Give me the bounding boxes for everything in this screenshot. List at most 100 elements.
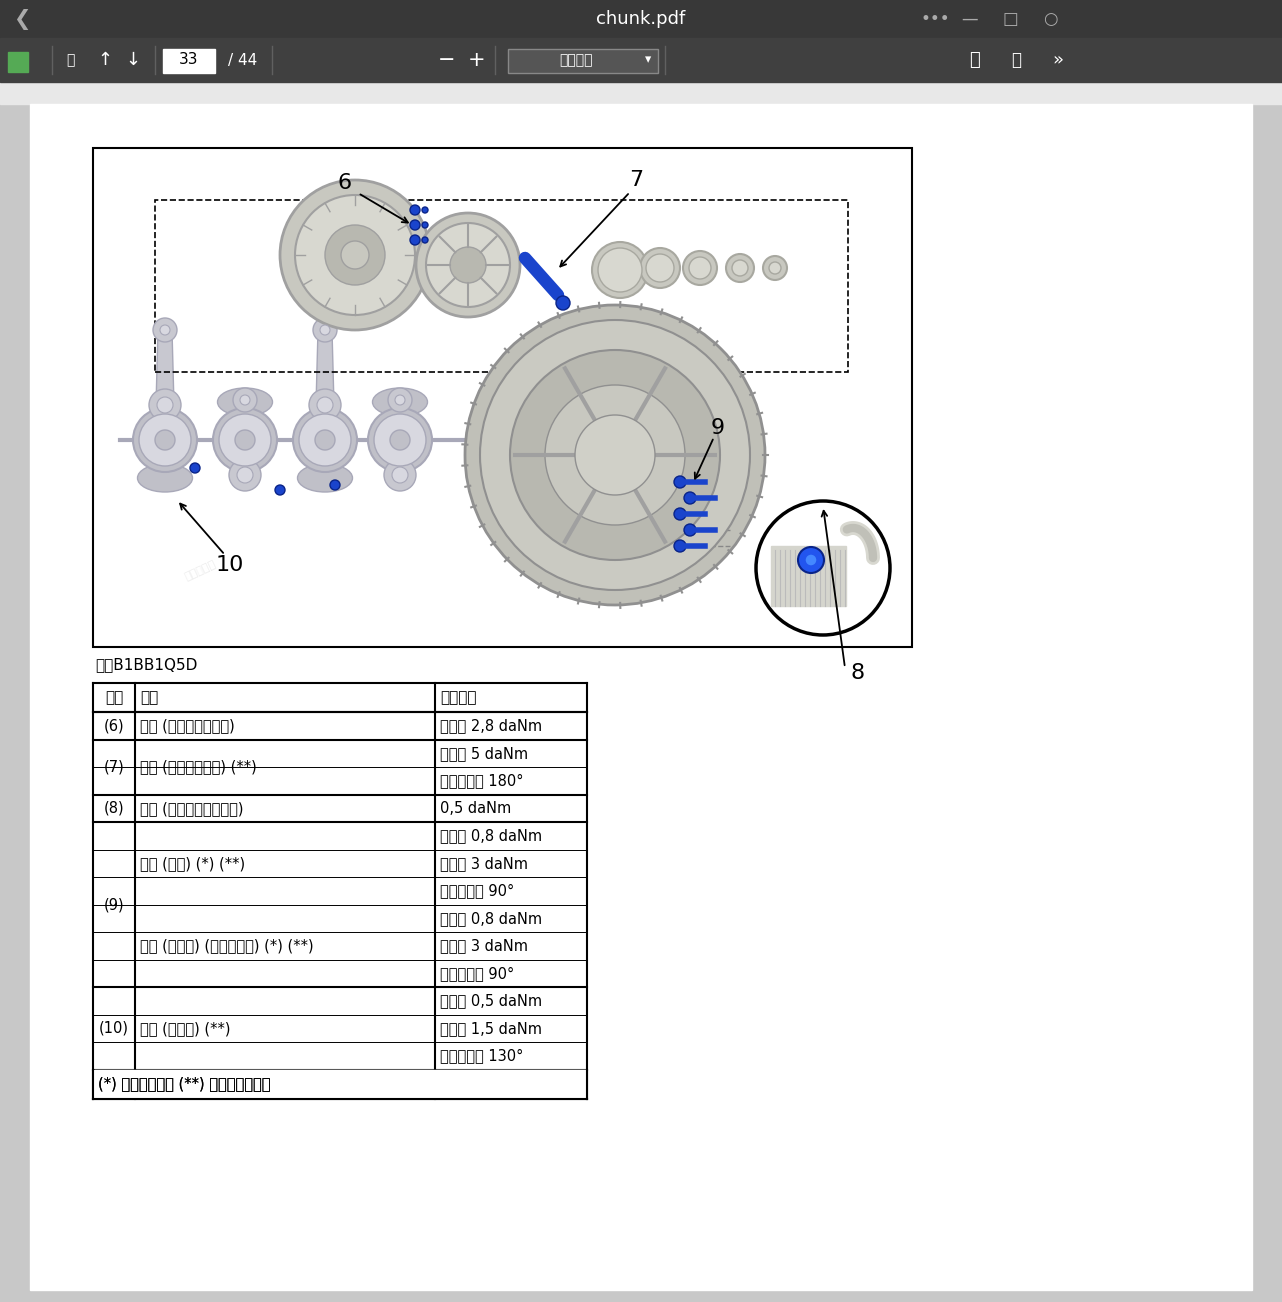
Circle shape (295, 195, 415, 315)
Circle shape (545, 385, 685, 525)
Circle shape (138, 414, 191, 466)
Circle shape (341, 241, 369, 270)
Text: 拧紧扈矩: 拧紧扈矩 (440, 690, 477, 704)
Circle shape (237, 467, 253, 483)
Text: 拧紧至 2,8 daNm: 拧紧至 2,8 daNm (440, 719, 542, 733)
Circle shape (479, 320, 750, 590)
Circle shape (156, 397, 173, 413)
Circle shape (240, 395, 250, 405)
Text: —: — (962, 10, 978, 29)
Circle shape (313, 318, 337, 342)
Circle shape (592, 242, 647, 298)
Bar (508, 49, 658, 73)
Text: 0,5 daNm: 0,5 daNm (440, 801, 512, 816)
Bar (163, 49, 215, 73)
Text: 7: 7 (629, 171, 644, 190)
Text: 预紧至 5 daNm: 预紧至 5 daNm (440, 746, 528, 760)
Text: 🔖: 🔖 (1011, 51, 1020, 69)
Circle shape (388, 388, 412, 411)
Text: 角度拧紧至 90°: 角度拧紧至 90° (440, 883, 514, 898)
Text: 角度拧紧至 130°: 角度拧紧至 130° (440, 1048, 523, 1064)
Circle shape (410, 204, 420, 215)
Circle shape (229, 460, 262, 491)
Text: 名称: 名称 (140, 690, 158, 704)
Circle shape (426, 223, 510, 307)
Circle shape (685, 492, 696, 504)
Text: (*) 按照紧固顺序 (**) 拆卸后必须更新: (*) 按照紧固顺序 (**) 拆卸后必须更新 (97, 1077, 271, 1091)
Text: 33: 33 (179, 52, 199, 68)
Circle shape (133, 408, 197, 473)
Text: 9: 9 (712, 418, 726, 437)
Text: 螺栖 (大端盖) (**): 螺栖 (大端盖) (**) (140, 1021, 231, 1036)
Circle shape (769, 262, 781, 273)
Text: ○: ○ (1042, 10, 1058, 29)
Polygon shape (315, 329, 335, 405)
Circle shape (153, 318, 177, 342)
Circle shape (309, 389, 341, 421)
Text: 螺栖 (附件驱动皮带轮): 螺栖 (附件驱动皮带轮) (140, 719, 235, 733)
Bar (155, 201, 847, 372)
Circle shape (233, 388, 256, 411)
Text: 图：B1BB1Q5D: 图：B1BB1Q5D (95, 658, 197, 673)
Circle shape (683, 251, 717, 285)
Text: 预紧至 1,5 daNm: 预紧至 1,5 daNm (440, 1021, 542, 1036)
Circle shape (422, 223, 428, 228)
Text: 预紧至 3 daNm: 预紧至 3 daNm (440, 939, 528, 953)
Circle shape (797, 547, 824, 573)
Circle shape (597, 247, 642, 292)
Circle shape (320, 326, 329, 335)
Circle shape (235, 430, 255, 450)
Ellipse shape (137, 464, 192, 492)
Circle shape (160, 326, 171, 335)
Text: (9): (9) (104, 897, 124, 911)
Bar (94, 1070, 586, 1098)
Bar (94, 684, 587, 1099)
Text: 6: 6 (338, 173, 353, 193)
Text: 螺栖 (曲轴正时齿轮) (**): 螺栖 (曲轴正时齿轮) (**) (140, 759, 256, 775)
Circle shape (756, 501, 890, 635)
Text: ↑: ↑ (97, 51, 113, 69)
Polygon shape (391, 400, 409, 475)
Circle shape (685, 523, 696, 536)
Bar (0, 0, 1282, 38)
Circle shape (390, 430, 410, 450)
Ellipse shape (297, 464, 353, 492)
Text: 编号: 编号 (105, 690, 123, 704)
Circle shape (510, 350, 720, 560)
Text: / 44: / 44 (228, 52, 258, 68)
Text: 预紧至 0,8 daNm: 预紧至 0,8 daNm (440, 911, 542, 926)
Circle shape (315, 430, 335, 450)
Circle shape (368, 408, 432, 473)
Text: 角度拧紧至 180°: 角度拧紧至 180° (440, 773, 523, 788)
Ellipse shape (373, 388, 427, 417)
Circle shape (155, 430, 176, 450)
Text: 预紧至 0,8 daNm: 预紧至 0,8 daNm (440, 828, 542, 844)
Text: 预紧至 0,5 daNm: 预紧至 0,5 daNm (440, 993, 542, 1008)
Bar (94, 1070, 586, 1098)
Text: (*) 按照紧固顺序 (**) 拆卸后必须更新: (*) 按照紧固顺序 (**) 拆卸后必须更新 (97, 1077, 271, 1091)
Text: □: □ (1003, 10, 1018, 29)
Circle shape (329, 480, 340, 490)
Circle shape (279, 180, 429, 329)
Circle shape (726, 254, 754, 283)
Polygon shape (236, 400, 254, 475)
Text: ▾: ▾ (645, 53, 651, 66)
Circle shape (374, 414, 426, 466)
Bar (770, 546, 846, 605)
Circle shape (410, 234, 420, 245)
Text: ↓: ↓ (126, 51, 141, 69)
Circle shape (422, 237, 428, 243)
Circle shape (805, 553, 817, 566)
Text: 螺栖 (从动板) (自动变速筱) (*) (**): 螺栖 (从动板) (自动变速筱) (*) (**) (140, 939, 314, 953)
Text: −: − (438, 49, 455, 70)
Circle shape (674, 540, 686, 552)
Text: 螺栖 (飞轮) (*) (**): 螺栖 (飞轮) (*) (**) (140, 855, 245, 871)
Circle shape (646, 254, 674, 283)
Circle shape (640, 247, 679, 288)
Text: 10: 10 (215, 555, 244, 575)
Circle shape (410, 220, 420, 230)
Circle shape (415, 214, 520, 316)
Text: ⛶: ⛶ (969, 51, 981, 69)
Text: 角度拧紧至 90°: 角度拧紧至 90° (440, 966, 514, 980)
Circle shape (422, 207, 428, 214)
